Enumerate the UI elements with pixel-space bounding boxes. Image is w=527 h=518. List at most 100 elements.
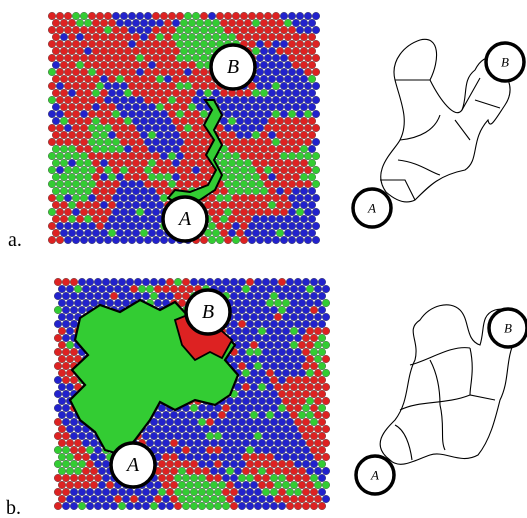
hex-cell [144, 68, 152, 76]
hex-cell [252, 201, 260, 209]
hex-cell [298, 425, 306, 433]
hex-cell [88, 222, 96, 230]
hex-cell [72, 222, 80, 230]
hex-cell [88, 208, 96, 216]
hex-cell [172, 19, 180, 27]
hex-cell [294, 502, 302, 510]
hex-cell [312, 110, 320, 118]
hex-cell [84, 173, 92, 181]
hex-cell [266, 453, 274, 461]
hex-cell [242, 397, 250, 405]
hex-cell [124, 75, 132, 83]
hex-cell [296, 152, 304, 160]
hex-cell [318, 404, 326, 412]
hex-cell [102, 460, 110, 468]
hex-cell [260, 19, 268, 27]
hex-cell [152, 68, 160, 76]
hex-cell [132, 229, 140, 237]
hex-cell [108, 131, 116, 139]
hex-cell [48, 82, 56, 90]
hex-cell [168, 138, 176, 146]
hex-cell [88, 110, 96, 118]
hex-cell [86, 446, 94, 454]
hex-cell [84, 187, 92, 195]
hex-cell [110, 502, 118, 510]
hex-cell [270, 460, 278, 468]
hex-cell [266, 285, 274, 293]
hex-cell [52, 47, 60, 55]
hex-cell [284, 201, 292, 209]
hex-cell [148, 187, 156, 195]
hex-cell [304, 12, 312, 20]
hex-cell [270, 488, 278, 496]
hex-cell [258, 453, 266, 461]
hex-cell [128, 194, 136, 202]
hex-cell [88, 40, 96, 48]
hex-cell [188, 19, 196, 27]
hex-cell [240, 166, 248, 174]
hex-cell [100, 159, 108, 167]
hex-cell [314, 453, 322, 461]
hex-cell [272, 110, 280, 118]
hex-cell [184, 40, 192, 48]
hex-cell [120, 40, 128, 48]
hex-cell [284, 61, 292, 69]
hex-cell [308, 61, 316, 69]
hex-cell [252, 117, 260, 125]
hex-cell [272, 68, 280, 76]
hex-cell [314, 299, 322, 307]
hex-cell [60, 215, 68, 223]
hex-cell [268, 103, 276, 111]
hex-cell [134, 292, 142, 300]
hex-cell [116, 61, 124, 69]
hex-cell [298, 439, 306, 447]
hex-cell [92, 159, 100, 167]
hex-cell [180, 61, 188, 69]
hex-cell [148, 75, 156, 83]
hex-cell [90, 285, 98, 293]
hex-cell [56, 68, 64, 76]
hex-cell [158, 460, 166, 468]
hex-cell [294, 474, 302, 482]
hex-cell [180, 33, 188, 41]
hex-cell [322, 481, 330, 489]
hex-cell [256, 124, 264, 132]
hex-cell [100, 33, 108, 41]
hex-cell [118, 488, 126, 496]
hex-cell [160, 138, 168, 146]
hex-cell [100, 229, 108, 237]
hex-cell [114, 285, 122, 293]
hex-cell [54, 348, 62, 356]
hex-cell [268, 229, 276, 237]
figure: B A B A a. b. A B A B [0, 0, 527, 518]
hex-cell [260, 187, 268, 195]
hex-cell [266, 397, 274, 405]
hex-cell [162, 495, 170, 503]
hex-cell [96, 194, 104, 202]
hex-cell [264, 194, 272, 202]
hex-cell [54, 278, 62, 286]
hex-cell [112, 26, 120, 34]
hex-cell [54, 460, 62, 468]
hex-cell [184, 166, 192, 174]
hex-cell [166, 446, 174, 454]
hex-cell [120, 82, 128, 90]
hex-cell [288, 194, 296, 202]
hex-cell [312, 26, 320, 34]
hex-cell [188, 159, 196, 167]
hex-cell [188, 117, 196, 125]
hex-cell [260, 159, 268, 167]
hex-cell [116, 215, 124, 223]
hex-cell [264, 68, 272, 76]
hex-cell [100, 61, 108, 69]
hex-cell [70, 306, 78, 314]
hex-cell [242, 481, 250, 489]
hex-cell [60, 159, 68, 167]
hex-cell [258, 355, 266, 363]
hex-cell [256, 54, 264, 62]
hex-cell [286, 348, 294, 356]
hex-cell [294, 348, 302, 356]
hex-cell [144, 208, 152, 216]
hex-cell [160, 40, 168, 48]
hex-cell [108, 89, 116, 97]
